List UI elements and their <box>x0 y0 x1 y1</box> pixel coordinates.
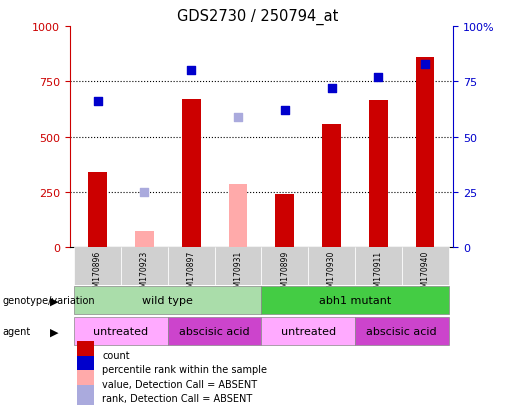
Text: GSM170923: GSM170923 <box>140 250 149 297</box>
Text: GSM170897: GSM170897 <box>186 250 196 297</box>
Text: GSM170930: GSM170930 <box>327 250 336 297</box>
Text: rank, Detection Call = ABSENT: rank, Detection Call = ABSENT <box>102 393 252 403</box>
Bar <box>261 318 355 345</box>
Bar <box>369 101 388 248</box>
Point <box>374 74 383 81</box>
Bar <box>77 370 94 391</box>
Bar <box>402 248 449 285</box>
Point <box>421 61 429 68</box>
Text: GSM170940: GSM170940 <box>421 250 430 297</box>
Text: GDS2730 / 250794_at: GDS2730 / 250794_at <box>177 9 338 25</box>
Bar <box>121 248 168 285</box>
Text: GSM170911: GSM170911 <box>374 250 383 297</box>
Text: ▶: ▶ <box>50 295 58 306</box>
Text: wild type: wild type <box>142 295 193 306</box>
Bar <box>74 248 121 285</box>
Bar <box>74 318 168 345</box>
Bar <box>77 356 94 376</box>
Text: abscisic acid: abscisic acid <box>366 326 437 337</box>
Bar <box>355 318 449 345</box>
Text: agent: agent <box>3 326 31 337</box>
Bar <box>229 185 247 248</box>
Text: GSM170896: GSM170896 <box>93 250 102 297</box>
Bar <box>74 287 261 314</box>
Point <box>140 189 148 196</box>
Point <box>94 99 102 105</box>
Text: count: count <box>102 350 130 360</box>
Point <box>187 68 195 74</box>
Bar <box>322 125 341 248</box>
Bar <box>355 248 402 285</box>
Text: untreated: untreated <box>93 326 148 337</box>
Bar <box>182 100 200 248</box>
Text: untreated: untreated <box>281 326 336 337</box>
Bar <box>135 231 154 248</box>
Bar <box>215 248 261 285</box>
Bar <box>261 248 308 285</box>
Bar <box>416 58 435 248</box>
Bar <box>168 318 261 345</box>
Bar <box>77 342 94 362</box>
Text: ▶: ▶ <box>50 326 58 337</box>
Text: genotype/variation: genotype/variation <box>3 295 95 306</box>
Text: GSM170931: GSM170931 <box>233 250 243 297</box>
Bar <box>308 248 355 285</box>
Bar <box>276 195 294 248</box>
Bar <box>88 173 107 248</box>
Bar <box>261 287 449 314</box>
Point <box>281 107 289 114</box>
Text: abh1 mutant: abh1 mutant <box>319 295 391 306</box>
Text: abscisic acid: abscisic acid <box>179 326 250 337</box>
Text: value, Detection Call = ABSENT: value, Detection Call = ABSENT <box>102 379 258 389</box>
Text: GSM170899: GSM170899 <box>280 250 289 297</box>
Point <box>328 85 336 92</box>
Point <box>234 114 242 121</box>
Bar <box>168 248 215 285</box>
Bar <box>77 385 94 405</box>
Text: percentile rank within the sample: percentile rank within the sample <box>102 364 267 374</box>
